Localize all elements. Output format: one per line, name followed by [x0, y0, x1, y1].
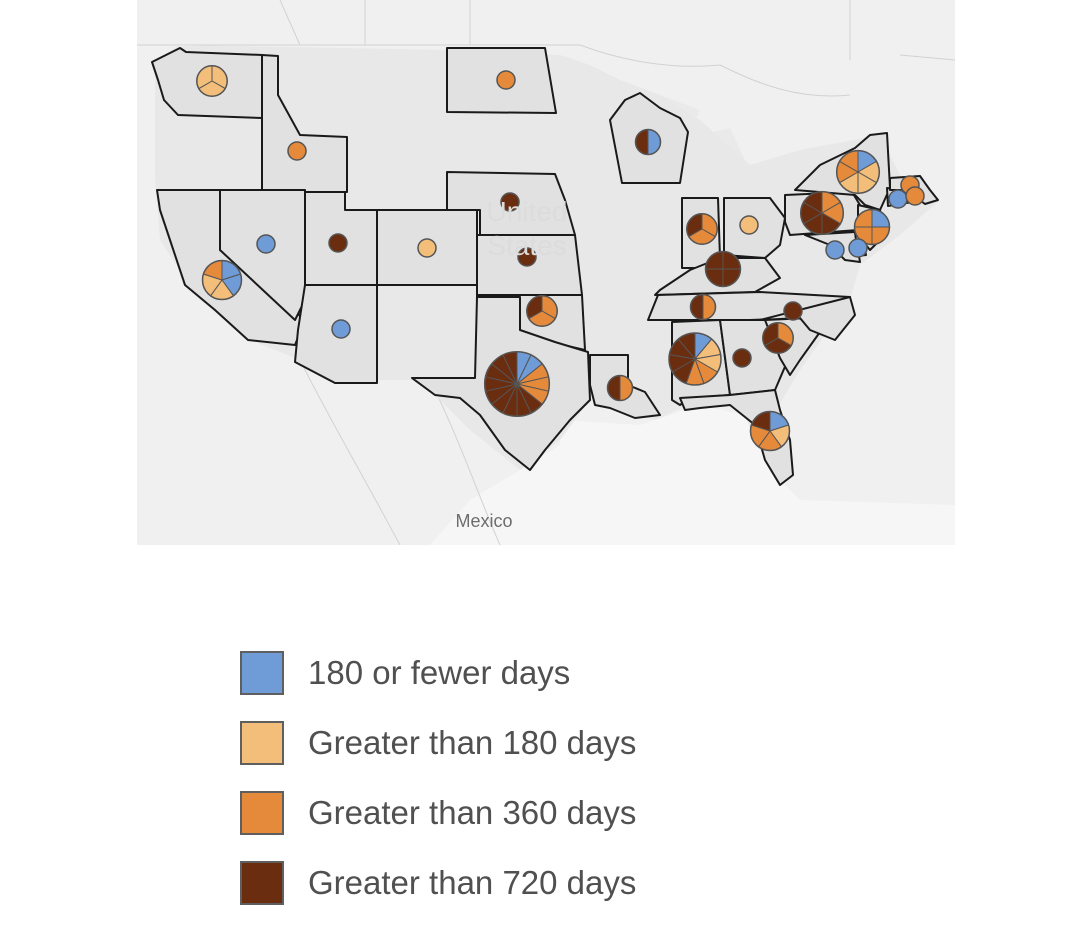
- pie-outline: [606, 374, 634, 402]
- pie-outline: [799, 190, 845, 236]
- pie-outline: [762, 322, 794, 354]
- pie-marker-de: [848, 238, 868, 258]
- pie-marker-id: [287, 141, 307, 161]
- pie-slice: [496, 70, 516, 90]
- pie-marker-nv: [256, 234, 276, 254]
- legend-swatch-greater-than-720: [240, 861, 284, 905]
- pie-marker-oh: [739, 215, 759, 235]
- pie-marker-sc: [762, 322, 794, 354]
- legend: 180 or fewer days Greater than 180 days …: [240, 648, 636, 928]
- pie-marker-nj: [853, 208, 891, 246]
- legend-item: Greater than 720 days: [240, 858, 636, 908]
- pie-outline: [526, 295, 558, 327]
- legend-label: Greater than 720 days: [308, 864, 637, 901]
- country-label-mexico: Mexico: [455, 511, 513, 531]
- pie-marker-la: [606, 374, 634, 402]
- pie-slice: [905, 186, 925, 206]
- pie-marker-pa: [799, 190, 845, 236]
- pie-outline: [749, 410, 791, 452]
- legend-swatch-greater-than-360: [240, 791, 284, 835]
- legend-item: 180 or fewer days: [240, 648, 636, 698]
- pie-slice: [848, 238, 868, 258]
- pie-slice: [417, 238, 437, 258]
- pie-marker-ks: [517, 247, 537, 267]
- legend-swatch-180-or-fewer: [240, 651, 284, 695]
- pie-outline: [686, 213, 718, 245]
- pie-marker-tx: [483, 350, 551, 418]
- pie-marker-ri: [905, 186, 925, 206]
- legend-swatch-greater-than-180: [240, 721, 284, 765]
- legend-label: Greater than 360 days: [308, 794, 637, 831]
- pie-marker-az: [331, 319, 351, 339]
- pie-marker-al: [668, 332, 722, 386]
- legend-item: Greater than 180 days: [240, 718, 636, 768]
- pie-slice: [517, 247, 537, 267]
- pie-slice: [287, 141, 307, 161]
- country-label-states: States: [487, 230, 567, 261]
- pie-slice: [732, 348, 752, 368]
- pie-markers: [196, 65, 925, 452]
- pie-marker-ne: [500, 192, 520, 212]
- pie-marker-md: [825, 240, 845, 260]
- pie-marker-ca: [201, 259, 243, 301]
- pie-marker-tn: [689, 293, 717, 321]
- pie-outline: [853, 208, 891, 246]
- pie-marker-ny: [835, 149, 881, 195]
- state-north-carolina: [759, 296, 856, 341]
- pie-slice: [500, 192, 520, 212]
- pie-marker-ky: [704, 250, 742, 288]
- pie-marker-ok: [526, 295, 558, 327]
- state-nevada: [219, 189, 306, 321]
- pie-slice: [739, 215, 759, 235]
- pie-marker-ga: [732, 348, 752, 368]
- pie-slice: [328, 233, 348, 253]
- pie-marker-nc: [783, 301, 803, 321]
- pie-outline: [634, 128, 662, 156]
- pie-outline: [689, 293, 717, 321]
- us-map: [137, 0, 955, 545]
- pie-slice: [331, 319, 351, 339]
- pie-outline: [196, 65, 228, 97]
- pie-marker-wi: [634, 128, 662, 156]
- legend-label: Greater than 180 days: [308, 724, 637, 761]
- background-borders: [137, 0, 955, 545]
- pie-marker-wa: [196, 65, 228, 97]
- pie-slice: [783, 301, 803, 321]
- pie-marker-in: [686, 213, 718, 245]
- pie-outline: [704, 250, 742, 288]
- legend-item: Greater than 360 days: [240, 788, 636, 838]
- pie-marker-fl: [749, 410, 791, 452]
- legend-label: 180 or fewer days: [308, 654, 571, 691]
- pie-slice: [825, 240, 845, 260]
- pie-outline: [201, 259, 243, 301]
- pie-marker-co: [417, 238, 437, 258]
- gulf-of-mexico: [430, 405, 955, 545]
- country-label-united: United: [486, 196, 568, 227]
- pie-outline: [668, 332, 722, 386]
- pie-marker-ut: [328, 233, 348, 253]
- pie-outline: [835, 149, 881, 195]
- pie-slice: [256, 234, 276, 254]
- pie-marker-nd: [496, 70, 516, 90]
- pie-outline: [483, 350, 551, 418]
